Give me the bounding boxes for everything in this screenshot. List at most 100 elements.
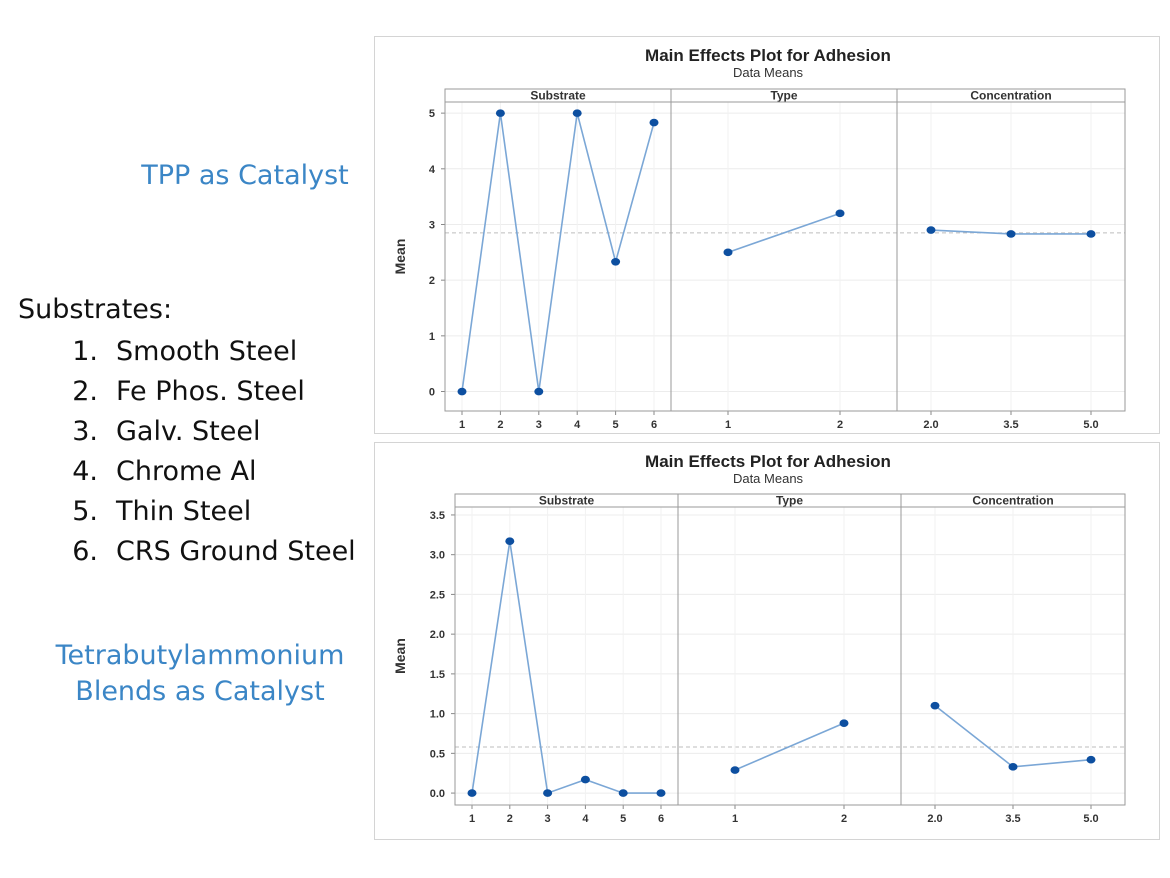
x-tick-label: 6 <box>651 419 657 431</box>
y-tick-label: 1.0 <box>430 709 445 721</box>
panel-frame <box>677 506 902 806</box>
x-tick-label: 4 <box>582 813 589 825</box>
x-tick-label: 2 <box>497 419 503 431</box>
data-point <box>835 209 845 218</box>
data-point <box>580 775 590 784</box>
x-tick-label: 3 <box>545 813 551 825</box>
substrate-name: Chrome Al <box>116 456 257 487</box>
substrate-name: Fe Phos. Steel <box>116 376 305 407</box>
y-tick-label: 0.5 <box>430 748 445 760</box>
substrate-name: Thin Steel <box>116 496 252 527</box>
panel-strip-label: Type <box>776 494 803 508</box>
catalyst-label-line-1: Tetrabutylammonium <box>55 640 345 671</box>
y-axis-label: Mean <box>392 638 408 674</box>
catalyst-label-line-2: Blends as Catalyst <box>75 676 325 707</box>
tpp-main-effects-chart: Main Effects Plot for Adhesion Data Means… <box>374 36 1160 434</box>
data-point <box>656 789 666 797</box>
chart-title: Main Effects Plot for Adhesion <box>645 452 891 471</box>
series-line <box>461 112 655 392</box>
y-tick-label: 0 <box>429 387 435 399</box>
data-point <box>572 109 582 117</box>
x-tick-label: 2 <box>841 813 847 825</box>
panel-frame <box>670 101 898 412</box>
x-tick-label: 1 <box>469 813 475 825</box>
y-tick-label: 3.0 <box>430 550 445 562</box>
panel-strip-label: Substrate <box>530 89 586 103</box>
panel-strip-label: Substrate <box>539 494 595 508</box>
data-point <box>611 257 621 266</box>
data-point <box>1008 763 1018 771</box>
data-point <box>457 387 467 396</box>
x-tick-label: 6 <box>658 813 664 825</box>
x-tick-label: 2 <box>837 419 843 431</box>
data-point <box>926 226 936 234</box>
data-point <box>730 766 740 774</box>
substrate-name: Galv. Steel <box>116 416 261 447</box>
x-tick-label: 2.0 <box>927 813 942 825</box>
series-line <box>727 212 841 254</box>
x-tick-label: 3.5 <box>1005 813 1020 825</box>
x-tick-label: 2.0 <box>923 419 938 431</box>
x-tick-label: 5 <box>620 813 626 825</box>
substrate-item: 1. Smooth Steel <box>18 332 356 372</box>
substrate-name: Smooth Steel <box>116 336 298 367</box>
panel-frame <box>896 101 1126 412</box>
substrate-legend: Substrates: 1. Smooth Steel 2. Fe Phos. St… <box>18 292 356 572</box>
chart-subtitle: Data Means <box>733 471 804 486</box>
data-point <box>930 701 940 710</box>
substrate-list: 1. Smooth Steel 2. Fe Phos. Steel 3. Galv. … <box>18 332 356 572</box>
y-tick-label: 1.5 <box>430 669 445 681</box>
panel-frame <box>900 506 1126 806</box>
data-point <box>1086 755 1096 764</box>
x-tick-label: 3 <box>536 419 542 431</box>
x-tick-label: 2 <box>507 813 513 825</box>
y-tick-label: 3 <box>429 219 435 231</box>
substrate-name: CRS Ground Steel <box>116 536 356 567</box>
tetrabutylammonium-main-effects-chart: Main Effects Plot for Adhesion Data Means… <box>374 442 1160 840</box>
panel-strip-label: Type <box>770 89 797 103</box>
substrate-number: 5. <box>72 496 98 527</box>
substrate-item: 5. Thin Steel <box>18 492 356 532</box>
data-point <box>543 789 553 797</box>
data-point <box>723 248 733 257</box>
series-line <box>734 722 845 771</box>
substrate-item: 6. CRS Ground Steel <box>18 532 356 572</box>
data-point <box>467 789 477 797</box>
x-tick-label: 1 <box>732 813 738 825</box>
y-axis-label: Mean <box>392 239 408 275</box>
data-point <box>505 537 515 545</box>
substrate-number: 2. <box>72 376 98 407</box>
substrate-item: 4. Chrome Al <box>18 452 356 492</box>
substrate-number: 6. <box>72 536 98 567</box>
data-point <box>534 387 544 396</box>
data-point <box>618 789 628 797</box>
y-tick-label: 0.0 <box>430 788 445 800</box>
y-tick-label: 3.5 <box>430 510 445 522</box>
y-tick-label: 2.5 <box>430 589 445 601</box>
substrate-number: 4. <box>72 456 98 487</box>
y-tick-label: 2 <box>429 275 435 287</box>
x-tick-label: 5.0 <box>1083 813 1098 825</box>
y-tick-label: 5 <box>429 108 435 120</box>
panel-strip-label: Concentration <box>970 89 1051 103</box>
tetrabutylammonium-catalyst-label: Tetrabutylammonium Blends as Catalyst <box>30 638 370 710</box>
x-tick-label: 5.0 <box>1083 419 1098 431</box>
substrate-number: 3. <box>72 416 98 447</box>
data-point <box>649 118 659 127</box>
series-line <box>471 541 661 795</box>
tpp-catalyst-label: TPP as Catalyst <box>141 160 349 191</box>
substrates-heading: Substrates: <box>18 294 173 325</box>
x-tick-label: 4 <box>574 419 581 431</box>
y-tick-label: 4 <box>429 164 436 176</box>
substrate-item: 2. Fe Phos. Steel <box>18 372 356 412</box>
data-point <box>1086 230 1096 238</box>
y-tick-label: 2.0 <box>430 629 445 641</box>
substrate-item: 3. Galv. Steel <box>18 412 356 452</box>
panel-strip-label: Concentration <box>972 494 1053 508</box>
chart-title: Main Effects Plot for Adhesion <box>645 46 891 65</box>
substrate-number: 1. <box>72 336 98 367</box>
data-point <box>1006 230 1016 238</box>
panel-frame <box>454 506 679 806</box>
